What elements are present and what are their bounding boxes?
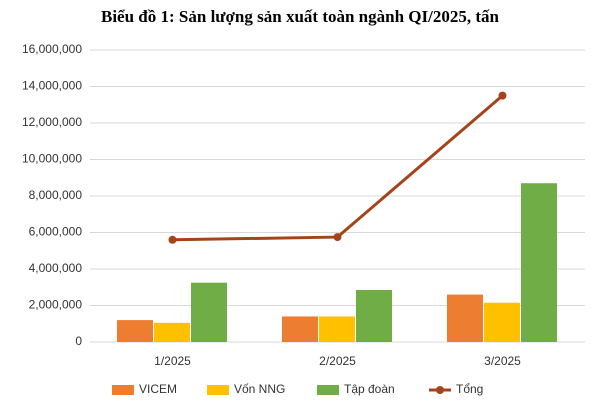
bar bbox=[319, 316, 355, 342]
legend-label: Tập đoàn bbox=[344, 382, 395, 396]
bar bbox=[191, 282, 227, 342]
y-tick-label: 8,000,000 bbox=[29, 188, 83, 202]
x-tick-label: 1/2025 bbox=[154, 354, 191, 368]
legend-label: Vốn NNG bbox=[234, 382, 285, 396]
y-tick-label: 0 bbox=[75, 334, 82, 348]
y-tick-label: 4,000,000 bbox=[29, 261, 83, 275]
chart-title: Biểu đồ 1: Sản lượng sản xuất toàn ngành… bbox=[101, 7, 500, 26]
bar bbox=[484, 302, 520, 342]
y-tick-label: 16,000,000 bbox=[22, 42, 82, 56]
bar bbox=[154, 322, 190, 342]
line-marker bbox=[498, 91, 507, 100]
legend-swatch bbox=[207, 385, 229, 395]
y-tick-label: 2,000,000 bbox=[29, 298, 83, 312]
legend-label: Tổng bbox=[456, 382, 483, 396]
bar bbox=[447, 294, 483, 342]
line-marker bbox=[168, 235, 177, 244]
legend-swatch bbox=[317, 385, 339, 395]
y-tick-label: 12,000,000 bbox=[22, 115, 82, 129]
bar bbox=[356, 289, 392, 342]
line-marker bbox=[333, 233, 342, 242]
y-tick-label: 10,000,000 bbox=[22, 152, 82, 166]
x-tick-label: 2/2025 bbox=[319, 354, 356, 368]
y-tick-label: 6,000,000 bbox=[29, 225, 83, 239]
legend-label: VICEM bbox=[139, 382, 177, 396]
bar bbox=[521, 183, 557, 342]
y-tick-label: 14,000,000 bbox=[22, 79, 82, 93]
bar bbox=[282, 316, 318, 342]
legend-swatch bbox=[112, 385, 134, 395]
legend-marker bbox=[436, 386, 444, 394]
x-tick-label: 3/2025 bbox=[484, 354, 521, 368]
bar bbox=[117, 320, 153, 342]
